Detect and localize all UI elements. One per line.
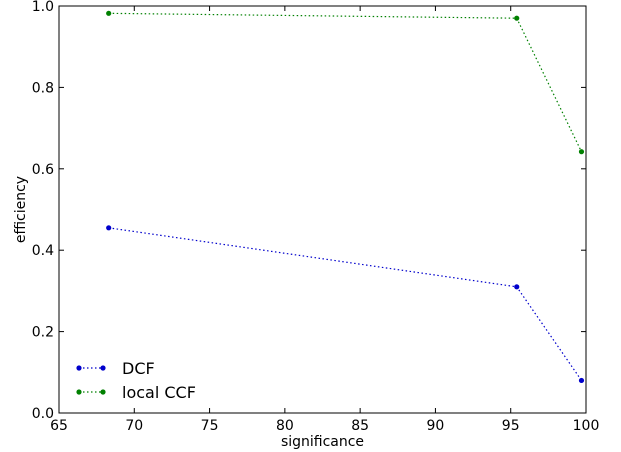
x-tick-label: 100 xyxy=(573,418,600,434)
x-tick-label: 70 xyxy=(125,418,143,434)
data-point xyxy=(578,149,585,155)
y-tick-label: 1.0 xyxy=(32,0,54,15)
x-axis: 65 70 75 80 85 90 95 100 xyxy=(50,6,599,434)
plot-frame xyxy=(58,5,587,414)
legend-label: DCF xyxy=(122,359,155,378)
series-line-0 xyxy=(108,227,582,381)
data-point xyxy=(106,10,112,16)
data-point xyxy=(106,225,112,231)
y-tick-label: 0.0 xyxy=(32,406,54,422)
plot-area xyxy=(58,5,587,414)
series-layer xyxy=(106,10,585,384)
y-tick-label: 0.2 xyxy=(32,325,54,341)
legend-label: local CCF xyxy=(122,383,196,402)
legend-marker xyxy=(100,365,106,371)
legend: DCF local CCF xyxy=(76,359,196,402)
x-tick-label: 90 xyxy=(427,418,445,434)
legend-marker xyxy=(76,389,82,395)
x-tick-label: 95 xyxy=(502,418,520,434)
data-point xyxy=(514,15,520,21)
y-axis-label: efficiency xyxy=(13,176,29,243)
x-tick-label: 80 xyxy=(276,418,294,434)
legend-marker xyxy=(100,389,106,395)
x-tick-label: 65 xyxy=(50,418,68,434)
y-tick-label: 0.6 xyxy=(32,162,54,178)
data-point xyxy=(514,284,520,290)
y-tick-label: 0.4 xyxy=(32,243,54,259)
y-tick-label: 0.8 xyxy=(32,80,54,96)
series-line-1 xyxy=(108,12,583,152)
data-point xyxy=(578,377,585,384)
legend-marker xyxy=(76,365,82,371)
x-axis-label: significance xyxy=(281,434,364,450)
x-tick-label: 75 xyxy=(201,418,219,434)
y-axis: 0.0 0.2 0.4 0.6 0.8 1.0 xyxy=(32,0,586,422)
x-tick-label: 85 xyxy=(351,418,369,434)
